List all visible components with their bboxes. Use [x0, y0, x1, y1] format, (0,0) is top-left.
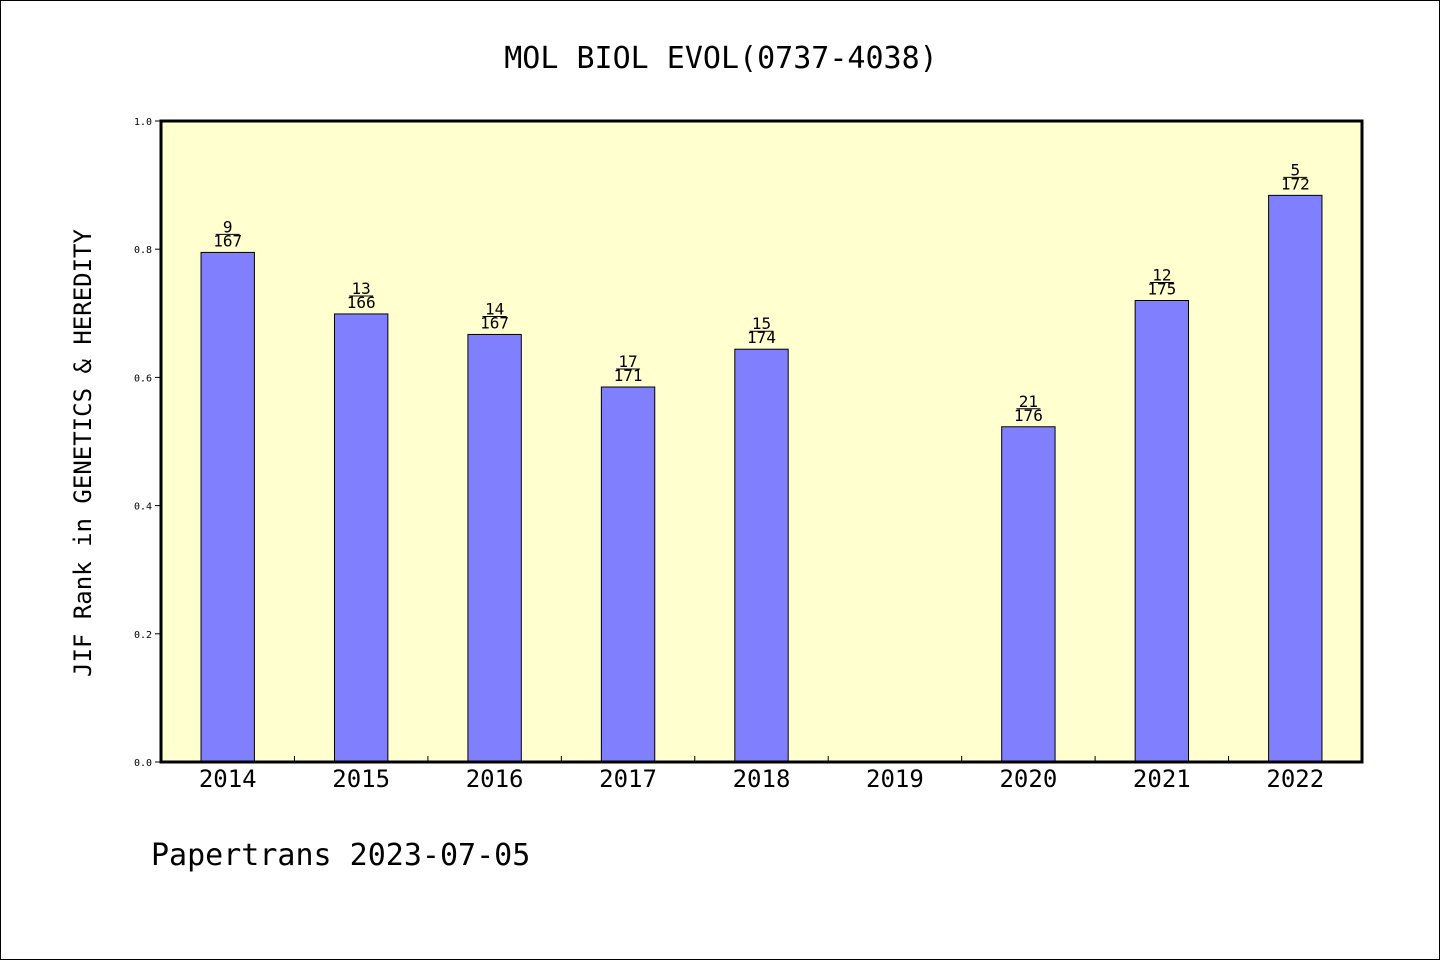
bar-rank-label: 12 [1152, 265, 1171, 284]
y-tick-label: 0.6 [134, 373, 152, 384]
bar-2017 [600, 386, 656, 763]
y-axis: 0.0 0.2 0.4 0.6 0.8 1.0 [134, 117, 161, 769]
x-tick-label: 2017 [599, 765, 657, 793]
bar-total-label: 166 [347, 293, 376, 312]
bar-2021 [1134, 299, 1190, 763]
bar-2014 [200, 251, 255, 763]
plot-border [159, 119, 1364, 764]
bar-total-label: 174 [747, 328, 776, 347]
y-tick-label: 1.0 [134, 117, 152, 128]
bar-rank-label: 13 [352, 279, 371, 298]
bar-rank-label: 15 [752, 314, 771, 333]
x-tick-label: 2014 [199, 765, 257, 793]
bar-total-label: 172 [1281, 174, 1310, 193]
y-tick-label: 0.0 [134, 758, 152, 769]
bar-2015 [333, 313, 389, 763]
bar-rank-label: 5 [1290, 160, 1300, 179]
bar-total-label: 176 [1014, 406, 1043, 425]
bar-rank-label: 21 [1019, 392, 1038, 411]
x-tick-label: 2021 [1133, 765, 1191, 793]
y-axis-label: JIF Rank in GENETICS & HEREDITY [69, 228, 97, 676]
bar-total-label: 167 [213, 231, 242, 250]
bar-2020 [1001, 426, 1056, 763]
bar-2022 [1268, 194, 1323, 763]
x-tick-label: 2019 [866, 765, 924, 793]
x-tick-label: 2015 [332, 765, 390, 793]
bar-2016 [467, 333, 522, 763]
y-tick-label: 0.8 [134, 245, 152, 256]
y-tick-label: 0.2 [134, 630, 152, 641]
bar-rank-label: 14 [485, 299, 504, 318]
x-tick-label: 2018 [733, 765, 791, 793]
bar-rank-label: 9 [223, 217, 233, 236]
y-tick-label: 0.4 [134, 502, 152, 513]
bar-total-label: 171 [614, 366, 643, 385]
footer-text: Papertrans 2023-07-05 [151, 838, 530, 873]
x-tick-label: 2022 [1266, 765, 1324, 793]
bar-total-label: 175 [1147, 279, 1176, 298]
bar-rank-label: 17 [618, 352, 637, 371]
x-axis: 2014 2015 2016 2017 2018 2019 2020 2021 2022 [199, 756, 1324, 793]
x-tick-label: 2020 [999, 765, 1057, 793]
bar-total-label: 167 [480, 313, 509, 332]
bar-2018 [734, 348, 789, 763]
x-tick-label: 2016 [466, 765, 524, 793]
chart-title: MOL BIOL EVOL(0737-4038) [504, 41, 937, 76]
